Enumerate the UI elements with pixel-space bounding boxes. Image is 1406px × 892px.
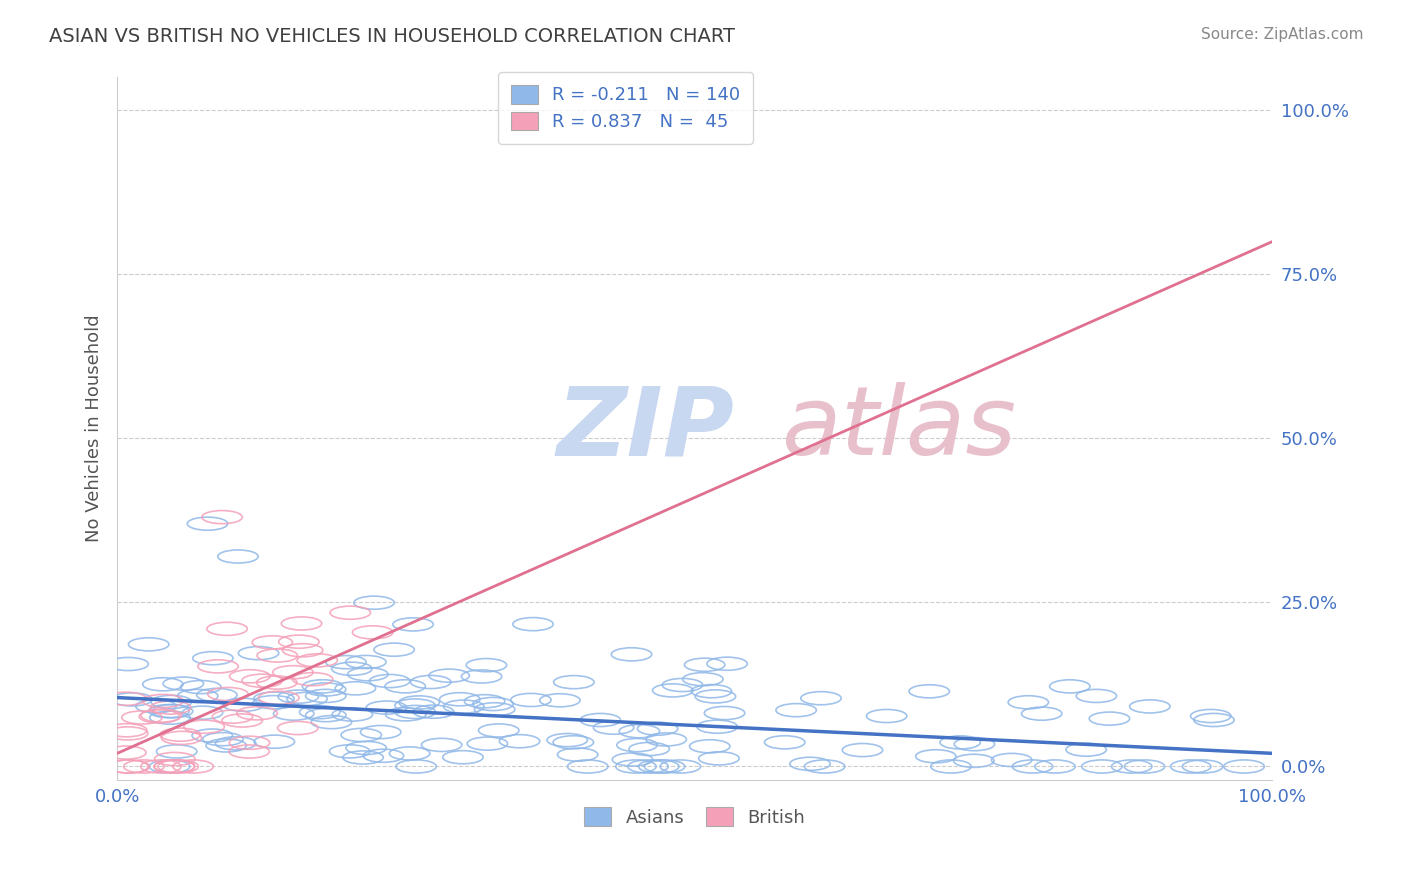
Text: ZIP: ZIP: [557, 382, 734, 475]
Text: ASIAN VS BRITISH NO VEHICLES IN HOUSEHOLD CORRELATION CHART: ASIAN VS BRITISH NO VEHICLES IN HOUSEHOL…: [49, 27, 735, 45]
Text: Source: ZipAtlas.com: Source: ZipAtlas.com: [1201, 27, 1364, 42]
Legend: Asians, British: Asians, British: [576, 800, 813, 834]
Text: atlas: atlas: [782, 382, 1017, 475]
Y-axis label: No Vehicles in Household: No Vehicles in Household: [86, 315, 103, 542]
